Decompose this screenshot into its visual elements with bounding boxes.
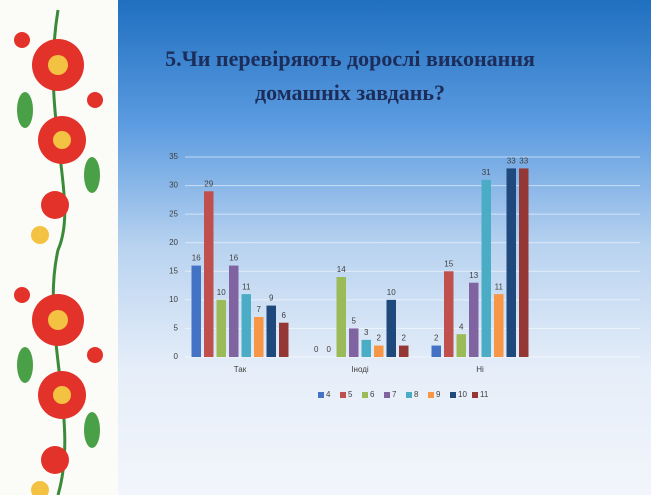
data-label: 14	[337, 265, 346, 274]
bar	[386, 299, 396, 357]
legend-swatch	[428, 392, 434, 398]
y-tick-label: 5	[174, 324, 179, 333]
ornament-strip	[0, 0, 118, 495]
y-tick-label: 35	[169, 152, 178, 161]
data-label: 11	[242, 282, 251, 291]
y-tick-label: 25	[169, 209, 178, 218]
bar	[254, 317, 264, 357]
bar	[444, 271, 454, 357]
bar	[229, 265, 239, 357]
legend-swatch	[450, 392, 456, 398]
y-tick-label: 0	[174, 352, 179, 361]
bar	[481, 179, 491, 357]
ornament	[14, 9, 103, 495]
data-label: 2	[434, 334, 439, 343]
data-label: 15	[444, 259, 453, 268]
y-tick-label: 15	[169, 266, 178, 275]
x-tick-label: Ні	[476, 365, 484, 374]
legend-swatch	[340, 392, 346, 398]
bar	[349, 328, 359, 357]
data-label: 11	[495, 282, 504, 291]
data-label: 9	[269, 294, 274, 303]
data-label: 2	[377, 334, 382, 343]
x-tick-label: Так	[234, 365, 247, 374]
bar	[469, 282, 479, 357]
legend-label: 8	[414, 390, 419, 399]
data-label: 29	[204, 179, 213, 188]
bar	[204, 191, 214, 357]
legend-label: 7	[392, 390, 397, 399]
data-label: 3	[364, 328, 369, 337]
bar	[336, 277, 346, 357]
data-label: 7	[257, 305, 262, 314]
data-label: 0	[327, 345, 332, 354]
data-label: 16	[192, 254, 201, 263]
y-tick-label: 20	[169, 238, 178, 247]
legend-label: 6	[370, 390, 375, 399]
bar	[279, 322, 289, 357]
bar	[241, 294, 251, 357]
legend-label: 5	[348, 390, 353, 399]
y-tick-label: 10	[169, 295, 178, 304]
data-label: 2	[402, 334, 407, 343]
bar	[374, 345, 384, 357]
slide-title: 5.Чи перевіряють дорослі виконання домаш…	[165, 46, 535, 105]
data-label: 33	[507, 157, 516, 166]
legend-swatch	[472, 392, 478, 398]
bar	[431, 345, 441, 357]
bar	[191, 265, 201, 357]
x-tick-label: Іноді	[351, 365, 369, 374]
bar	[494, 294, 504, 357]
legend-label: 4	[326, 390, 331, 399]
data-label: 0	[314, 345, 319, 354]
bar	[456, 334, 466, 357]
legend-label: 11	[480, 390, 489, 399]
bar	[266, 305, 276, 357]
data-label: 5	[352, 317, 357, 326]
legend-swatch	[318, 392, 324, 398]
legend-label: 9	[436, 390, 441, 399]
legend-swatch	[406, 392, 412, 398]
bar	[519, 168, 529, 357]
data-label: 10	[387, 288, 396, 297]
data-label: 31	[482, 168, 491, 177]
y-tick-label: 30	[169, 181, 178, 190]
bar	[216, 299, 226, 357]
data-label: 4	[459, 322, 464, 331]
data-label: 10	[217, 288, 226, 297]
bar	[399, 345, 409, 357]
bar	[361, 339, 371, 357]
data-label: 13	[469, 271, 478, 280]
data-label: 6	[282, 311, 287, 320]
legend-label: 10	[458, 390, 467, 399]
data-label: 16	[229, 254, 238, 263]
bar	[506, 168, 516, 357]
legend-swatch	[362, 392, 368, 398]
legend-swatch	[384, 392, 390, 398]
data-label: 33	[519, 157, 528, 166]
